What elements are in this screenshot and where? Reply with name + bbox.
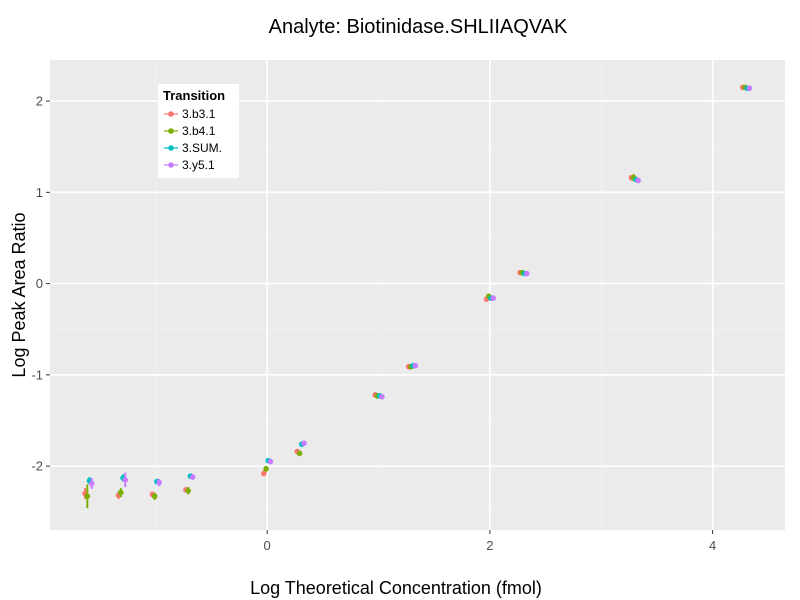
- x-axis-ticks: 0 2 4: [264, 530, 716, 553]
- point-3-b4-1: [118, 489, 124, 496]
- point-3-y5-1: [746, 85, 753, 92]
- point-3-y5-1: [156, 479, 162, 486]
- x-tick-label: 4: [709, 538, 716, 553]
- legend-key-3-sum: [168, 145, 174, 151]
- y-tick-label: 1: [36, 185, 43, 200]
- legend-key-3-b4-1: [168, 128, 174, 134]
- point-3-y5-1: [301, 440, 307, 447]
- y-tick-label: -2: [31, 459, 43, 474]
- legend-label-3-b4-1: 3.b4.1: [182, 124, 216, 138]
- legend-key-3-b3-1: [168, 111, 174, 117]
- point-3-y5-1: [490, 295, 497, 301]
- y-tick-label: 2: [36, 94, 43, 109]
- point-3-y5-1: [267, 458, 274, 465]
- point-3-y5-1: [635, 177, 641, 184]
- legend: Transition 3.b3.1 3.b4.1 3.SUM. 3.y5.1: [158, 84, 239, 178]
- point-3-b4-1: [263, 466, 269, 472]
- point-3-y5-1: [379, 393, 385, 400]
- point-3-y5-1: [122, 477, 129, 483]
- legend-key-3-y5-1: [168, 162, 174, 168]
- data-marks: [82, 84, 753, 509]
- x-axis-title: Log Theoretical Concentration (fmol): [250, 578, 542, 598]
- y-tick-label: 0: [36, 276, 43, 291]
- x-tick-label: 0: [264, 538, 271, 553]
- legend-label-3-y5-1: 3.y5.1: [182, 158, 215, 172]
- point-3-b4-1: [151, 493, 158, 500]
- legend-title: Transition: [163, 88, 225, 103]
- point-3-b4-1: [185, 487, 192, 494]
- point-3-y5-1: [412, 362, 419, 369]
- point-3-y5-1: [523, 270, 530, 277]
- y-tick-label: -1: [31, 367, 43, 382]
- point-3-b4-1: [296, 450, 303, 457]
- point-3-y5-1: [88, 480, 95, 487]
- legend-label-3-b3-1: 3.b3.1: [182, 107, 216, 121]
- point-3-b4-1: [84, 493, 91, 500]
- x-tick-label: 2: [486, 538, 493, 553]
- legend-label-3-sum: 3.SUM.: [182, 141, 222, 155]
- point-3-b3-1: [261, 470, 267, 477]
- legend-items: 3.b3.1 3.b4.1 3.SUM. 3.y5.1: [164, 107, 222, 172]
- point-3-y5-1: [189, 474, 196, 480]
- chart-title: Analyte: Biotinidase.SHLIIAQVAK: [269, 16, 568, 38]
- y-axis-ticks: -2 -1 0 1 2: [31, 94, 50, 474]
- y-axis-title: Log Peak Area Ratio: [9, 212, 29, 377]
